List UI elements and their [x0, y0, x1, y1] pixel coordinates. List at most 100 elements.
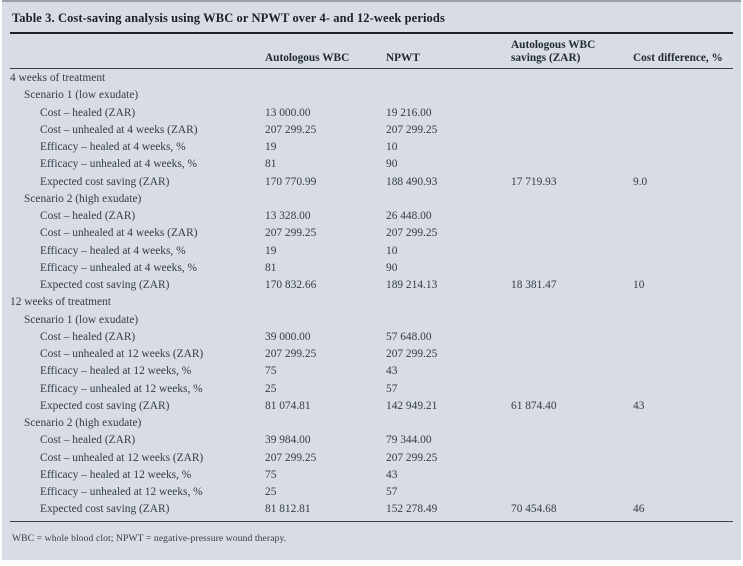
- column-header-wbc-savings: Autologous WBC savings (ZAR): [511, 39, 596, 64]
- cell-value: [511, 260, 633, 277]
- row-label: Efficacy – healed at 12 weeks, %: [40, 468, 192, 481]
- cell-value: 79 344.00: [386, 434, 432, 447]
- cell-value: [511, 294, 633, 311]
- cell-value: [633, 139, 733, 156]
- cell-value: [633, 415, 733, 432]
- table-row: Cost – healed (ZAR) 13 000.00 19 216.00: [10, 105, 733, 122]
- cell-value: 57: [386, 382, 398, 395]
- cell-value: [511, 432, 633, 449]
- row-label: Expected cost saving (ZAR): [40, 175, 170, 188]
- table-row: Efficacy – healed at 4 weeks, % 19 10: [10, 243, 733, 260]
- table-row: Efficacy – unhealed at 4 weeks, % 81 90: [10, 260, 733, 277]
- cell-value: 207 299.25: [386, 123, 438, 136]
- table-row: Cost – healed (ZAR) 39 984.00 79 344.00: [10, 432, 733, 449]
- cell-value: [633, 260, 733, 277]
- cell-value: 207 299.25: [386, 227, 438, 240]
- cell-value: [511, 208, 633, 225]
- cell-value: 189 214.13: [386, 279, 438, 291]
- row-label: Expected cost saving (ZAR): [40, 503, 170, 516]
- row-label: Cost – healed (ZAR): [40, 210, 136, 222]
- table-row: 12 weeks of treatment: [10, 294, 733, 311]
- table-row: Cost – healed (ZAR) 13 328.00 26 448.00: [10, 208, 733, 225]
- table-row: Expected cost saving (ZAR) 170 832.66 189 …: [10, 277, 733, 294]
- cell-value: [511, 346, 633, 363]
- cell-value: [265, 87, 386, 104]
- cell-value: [633, 312, 733, 329]
- row-label: Scenario 2 (high exudate): [24, 417, 142, 429]
- table-footnote-block: WBC = whole blood clot; NPWT = negative-…: [10, 520, 733, 544]
- cell-value: 39 000.00: [265, 330, 311, 343]
- cell-value: [633, 467, 733, 484]
- cell-value: 81 812.81: [265, 503, 311, 516]
- row-label: Scenario 1 (low exudate): [24, 313, 139, 326]
- cell-value: [633, 450, 733, 467]
- cell-value: 90: [386, 158, 398, 171]
- cell-value: [633, 208, 733, 225]
- cell-value: 170 832.66: [265, 279, 317, 291]
- table-body: 4 weeks of treatment Scenario 1 (low exud…: [10, 69, 733, 519]
- row-label: Cost – unhealed at 4 weeks (ZAR): [40, 123, 198, 136]
- row-label: Efficacy – healed at 4 weeks, %: [40, 141, 186, 153]
- cell-value: 75: [265, 365, 277, 378]
- cell-value: [511, 450, 633, 467]
- cell-value: [511, 467, 633, 484]
- cell-value: [265, 415, 386, 432]
- table-row: Expected cost saving (ZAR) 81 812.81 152 2…: [10, 501, 733, 518]
- cell-value: [511, 225, 633, 242]
- cell-value: [386, 294, 511, 311]
- row-label: Expected cost saving (ZAR): [40, 279, 170, 291]
- cell-value: [511, 122, 633, 139]
- cell-value: [633, 191, 733, 208]
- cell-value: 207 299.25: [386, 348, 438, 360]
- cell-value: 10: [386, 141, 398, 153]
- row-label: 4 weeks of treatment: [10, 72, 106, 84]
- cell-value: 17 719.93: [511, 175, 557, 188]
- table-row: Efficacy – healed at 4 weeks, % 19 10: [10, 139, 733, 156]
- cell-value: 57: [386, 486, 398, 498]
- table-row: Efficacy – unhealed at 12 weeks, % 25 57: [10, 381, 733, 398]
- table-row: Scenario 2 (high exudate): [10, 191, 733, 208]
- table-row: Scenario 1 (low exudate): [10, 87, 733, 104]
- table-row: Cost – unhealed at 4 weeks (ZAR) 207 299.…: [10, 122, 733, 139]
- cell-value: 207 299.25: [265, 123, 317, 136]
- cell-value: [633, 346, 733, 363]
- cell-value: 61 874.40: [511, 399, 557, 412]
- cell-value: [633, 484, 733, 501]
- cell-value: [511, 484, 633, 501]
- row-label: Efficacy – healed at 12 weeks, %: [40, 365, 192, 378]
- cell-value: 10: [386, 244, 398, 257]
- row-label: Cost – healed (ZAR): [40, 330, 136, 343]
- cell-value: [633, 243, 733, 260]
- table-footnote: WBC = whole blood clot; NPWT = negative-…: [12, 532, 287, 544]
- cell-value: 43: [386, 468, 398, 481]
- table-row: Cost – unhealed at 4 weeks (ZAR) 207 299.…: [10, 225, 733, 242]
- cell-value: [633, 225, 733, 242]
- cell-value: 9.0: [633, 175, 648, 188]
- cell-value: 70 454.68: [511, 503, 557, 516]
- cell-value: [633, 329, 733, 346]
- cell-value: 39 984.00: [265, 434, 311, 447]
- cell-value: 10: [633, 279, 645, 291]
- cell-value: 13 000.00: [265, 106, 311, 119]
- column-header-cost-difference: Cost difference, %: [633, 52, 723, 64]
- cell-value: [633, 87, 733, 104]
- cell-value: [511, 105, 633, 122]
- cell-value: [633, 156, 733, 173]
- cell-value: [633, 122, 733, 139]
- cell-value: [265, 312, 386, 329]
- cell-value: [386, 312, 511, 329]
- cell-value: [386, 87, 511, 104]
- table-row: Cost – unhealed at 12 weeks (ZAR) 207 299…: [10, 346, 733, 363]
- cell-value: 43: [633, 399, 645, 412]
- cell-value: [633, 105, 733, 122]
- cell-value: [386, 191, 511, 208]
- cell-value: [386, 415, 511, 432]
- cell-value: 25: [265, 382, 277, 395]
- cell-value: [511, 191, 633, 208]
- cell-value: 207 299.25: [265, 451, 317, 464]
- row-label: Cost – unhealed at 4 weeks (ZAR): [40, 227, 198, 240]
- table-title: Table 3. Cost-saving analysis using WBC …: [12, 11, 445, 25]
- table-row: Efficacy – healed at 12 weeks, % 75 43: [10, 467, 733, 484]
- cell-value: 90: [386, 261, 398, 274]
- cell-value: 46: [633, 503, 645, 516]
